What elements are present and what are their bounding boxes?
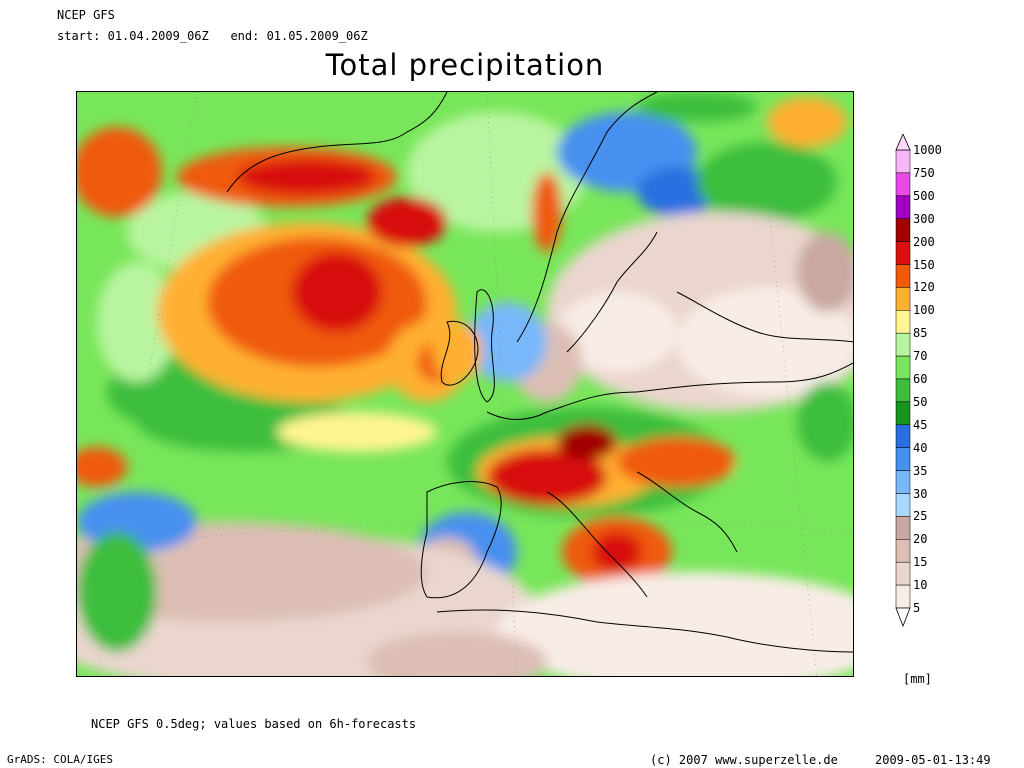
scale-bottom-arrow [895,607,911,628]
scale-level-label: 50 [913,394,928,409]
scale-swatch [895,539,911,563]
scale-level-label: 100 [913,303,935,318]
valid-period: start: 01.04.2009_06Z end: 01.05.2009_06… [57,29,368,43]
copyright: (c) 2007 www.superzelle.de [650,753,838,767]
scale-swatch [895,218,911,242]
scale-swatch [895,561,911,586]
model-name: NCEP GFS [57,8,115,22]
scale-level-label: 120 [913,280,935,295]
scale-level-label: 25 [913,509,928,524]
scale-swatch [895,584,911,609]
scale-top-arrow [895,134,911,151]
scale-swatch [895,401,911,426]
scale-swatch [895,424,911,448]
scale-level-label: 40 [913,440,928,455]
start-label: start: [57,29,101,43]
scale-swatch [895,493,911,517]
scale-level-label: 15 [913,555,928,570]
timestamp: 2009-05-01-13:49 [875,753,991,767]
scale-level-label: 30 [913,486,928,501]
scale-level-label: 70 [913,349,928,364]
map-title: Total precipitation [325,48,605,82]
scale-level-label: 20 [913,532,928,547]
unit-label: [mm] [903,672,932,686]
color-scale-bar [895,134,911,628]
footer-note: NCEP GFS 0.5deg; values based on 6h-fore… [91,717,417,731]
scale-level-label: 35 [913,463,928,478]
scale-level-label: 200 [913,234,935,249]
scale-level-label: 300 [913,211,935,226]
start-time: 01.04.2009_06Z [107,29,209,43]
end-label: end: [230,29,260,43]
scale-level-label: 1000 [913,143,942,157]
scale-swatch [895,264,911,288]
scale-swatch [895,470,911,494]
scale-swatch [895,149,911,174]
scale-swatch [895,195,911,219]
scale-swatch [895,378,911,403]
scale-level-label: 150 [913,257,935,272]
scale-level-label: 500 [913,188,935,203]
scale-swatch [895,172,911,197]
scale-level-label: 5 [913,601,921,615]
scale-swatch [895,287,911,311]
scale-level-label: 60 [913,372,928,386]
scale-level-label: 750 [913,165,935,180]
graticule [77,92,853,676]
scale-swatch [895,310,911,334]
scale-swatch [895,332,911,357]
scale-swatch [895,355,911,380]
scale-swatch [895,447,911,471]
scale-swatch [895,516,911,540]
scale-level-label: 85 [913,326,928,341]
scale-level-label: 45 [913,417,928,432]
coastlines [226,92,853,653]
software-credit: GrADS: COLA/IGES [7,753,113,766]
scale-level-label: 10 [913,578,928,593]
precip-field [77,92,853,676]
end-time: 01.05.2009_06Z [266,29,368,43]
precipitation-map [76,91,854,677]
scale-swatch [895,241,911,265]
